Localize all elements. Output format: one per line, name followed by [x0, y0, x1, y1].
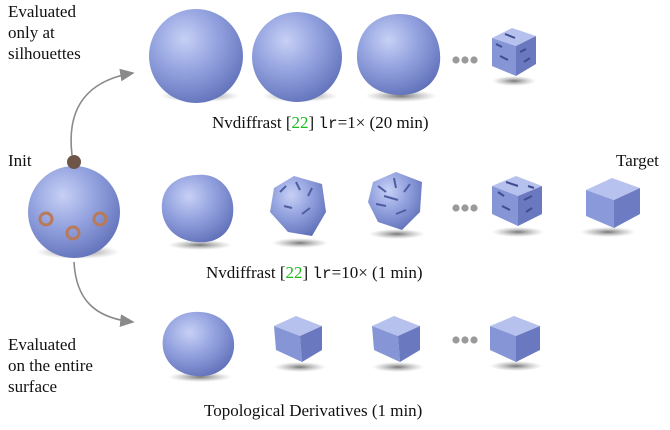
label-line: only at — [8, 23, 55, 42]
caption-row1: Nvdiffrast [22] lr=1× (20 min) — [212, 113, 429, 133]
curved-arrow-icon — [70, 68, 135, 156]
silhouette-sample-dot — [67, 155, 81, 169]
label-line: silhouettes — [8, 44, 81, 63]
citation-link[interactable]: 22 — [291, 113, 309, 132]
row1-shape — [492, 28, 536, 76]
curved-arrow-icon — [73, 261, 135, 328]
surface-sample-ring — [92, 211, 108, 227]
label-target: Target — [616, 151, 659, 170]
target-cube — [586, 178, 640, 228]
ellipsis-icon — [452, 204, 478, 212]
caption-row2: Nvdiffrast [22] lr=10× (1 min) — [206, 263, 423, 283]
row3-shape — [490, 316, 540, 362]
row3-shape — [274, 316, 322, 362]
label-line: on the entire — [8, 356, 93, 375]
row1-shape — [149, 9, 243, 103]
ellipsis-icon — [452, 56, 478, 64]
label-silhouettes: Evaluated only at silhouettes — [8, 1, 81, 64]
label-init: Init — [8, 151, 32, 170]
row3-shape — [162, 311, 235, 377]
label-entire-surface: Evaluated on the entire surface — [8, 334, 93, 397]
row2-shape — [492, 176, 542, 226]
row3-shapes — [162, 311, 542, 382]
surface-sample-ring — [38, 211, 54, 227]
row2-shape — [270, 176, 326, 236]
row3-shape — [372, 316, 420, 362]
init-sphere — [28, 155, 120, 259]
ellipsis-icon — [452, 336, 478, 344]
row2-shape — [161, 174, 234, 243]
citation-link[interactable]: 22 — [285, 263, 303, 282]
row2-shapes — [161, 172, 640, 250]
row2-shape — [368, 172, 422, 230]
caption-row3: Topological Derivatives (1 min) — [204, 401, 423, 420]
label-line: Evaluated — [8, 335, 76, 354]
label-line: Evaluated — [8, 2, 76, 21]
label-line: surface — [8, 377, 58, 396]
row1-shapes — [149, 9, 536, 103]
row1-shape — [252, 12, 342, 102]
surface-sample-ring — [65, 225, 81, 241]
row1-shape — [356, 14, 441, 96]
